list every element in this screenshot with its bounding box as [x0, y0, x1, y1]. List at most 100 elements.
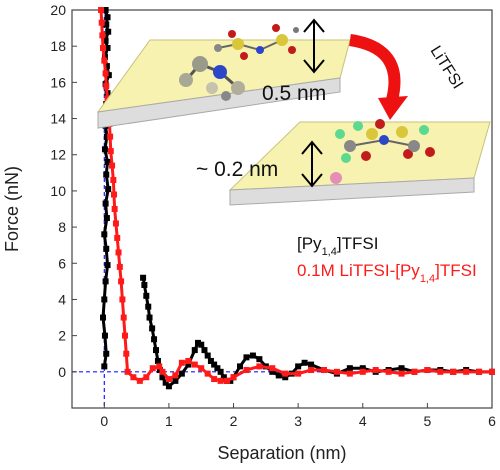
x-tick-label: 3: [294, 413, 302, 429]
series-2-point: [107, 148, 114, 155]
series-1-point: [217, 368, 224, 375]
double-arrow-top: [303, 18, 325, 74]
series-2-point: [119, 296, 126, 303]
series-1-point: [102, 37, 109, 44]
series-1-point: [195, 339, 201, 346]
series-2-point: [282, 370, 289, 377]
series-1-point: [104, 44, 111, 51]
series-1-point: [141, 281, 148, 288]
legend-entry: 0.1M LiTFSI-[Py1,4]TFSI: [297, 261, 477, 285]
series-2-point: [130, 374, 137, 381]
series-1-point: [308, 361, 315, 368]
series-2-point: [295, 370, 302, 377]
series-2-point: [99, 32, 106, 39]
series-1-point: [104, 262, 111, 269]
bottom-distance-label: ~ 0.2 nm: [196, 158, 278, 181]
series-1-point: [204, 352, 211, 359]
series-1-point: [153, 347, 159, 354]
series-1-point: [282, 374, 289, 381]
series-2-point: [191, 361, 198, 368]
series-2-point: [98, 7, 105, 13]
series-1-point: [185, 361, 192, 368]
curved-red-arrow: [348, 34, 408, 120]
series-1-point: [243, 354, 250, 361]
series-2-point: [110, 177, 117, 184]
y-tick-label: 18: [50, 38, 66, 54]
series-2-point: [411, 368, 418, 375]
tfsi-anion-lower: [330, 119, 435, 184]
series-1-point: [198, 341, 205, 348]
series-2-point: [437, 368, 444, 375]
series-2-point: [165, 376, 172, 383]
series-2-point: [116, 263, 123, 270]
series-2-point: [98, 19, 105, 26]
series-2-point: [115, 249, 122, 256]
y-axis-title: Force (nN): [2, 166, 22, 252]
series-2-point: [136, 377, 143, 384]
series-1-point: [398, 365, 405, 372]
tfsi-anion-upper: [214, 24, 299, 60]
series-1-point: [227, 377, 234, 384]
series-1-point: [301, 359, 308, 366]
series-1-point: [101, 363, 108, 370]
x-axis-title: Separation (nm): [217, 443, 346, 463]
series-2-point: [185, 357, 192, 364]
series-2-point: [109, 162, 116, 169]
y-tick-label: 2: [58, 328, 66, 344]
x-tick-label: 5: [423, 413, 431, 429]
y-tick-label: 20: [50, 2, 66, 18]
series-1-point: [211, 361, 218, 368]
series-2-point: [123, 350, 130, 357]
series-1-point: [101, 146, 108, 153]
series-1-point: [102, 200, 109, 207]
y-tick-label: 16: [50, 74, 66, 90]
series-2-point: [103, 82, 110, 89]
series-2-point: [217, 377, 224, 384]
series-1-point: [295, 363, 302, 370]
series-2-point: [100, 44, 107, 51]
series-2-point: [333, 368, 340, 375]
series-1-point: [145, 303, 152, 310]
series-1-point: [103, 350, 110, 357]
series-2-point: [450, 368, 457, 375]
series-1-point: [143, 292, 150, 299]
series-1-point: [101, 332, 108, 339]
series-2-point: [211, 376, 218, 383]
series-2-point: [124, 368, 131, 375]
series-1-point: [269, 368, 276, 375]
series-2-point: [111, 206, 118, 212]
series-1-point: [201, 347, 208, 354]
lower-surface-plate: [228, 121, 491, 206]
series-2-point: [398, 370, 405, 377]
series-1-point: [159, 374, 166, 381]
series-2-point: [269, 365, 276, 372]
series-2-point: [107, 133, 114, 140]
series-2-point: [308, 367, 315, 374]
series-1-point: [275, 372, 282, 379]
series-1-point: [101, 231, 108, 238]
series-1-point: [103, 245, 110, 252]
series-2-point: [243, 367, 250, 374]
x-tick-label: 6: [488, 413, 496, 429]
series-2-point: [256, 363, 263, 370]
series-1-point: [346, 365, 353, 372]
series-2-point: [121, 332, 128, 339]
series-2-point: [204, 370, 211, 377]
series-1-point: [178, 370, 185, 377]
series-1-point: [101, 296, 108, 303]
series-1-point: [104, 158, 111, 165]
series-1-point: [105, 186, 112, 193]
series-1-point: [140, 274, 147, 281]
series-2-point: [111, 191, 117, 198]
series-2-point: [372, 367, 379, 374]
double-arrow-bottom: [301, 140, 323, 188]
x-tick-label: 4: [359, 413, 367, 429]
series-2-point: [101, 57, 108, 64]
series-1-point: [191, 347, 198, 354]
series-2-point: [359, 368, 366, 375]
series-2-point: [224, 377, 231, 384]
series-2-point: [476, 368, 483, 375]
series-2-point: [102, 70, 109, 77]
